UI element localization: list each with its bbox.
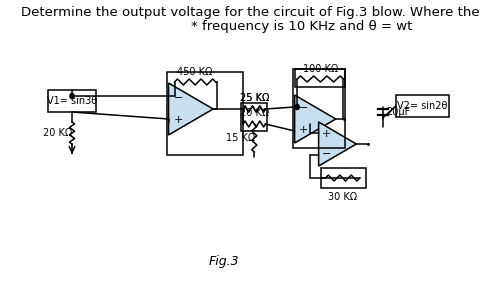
Text: V2= sin2θ: V2= sin2θ: [397, 101, 448, 111]
Text: +: +: [299, 125, 308, 135]
Text: V1= sin3θ: V1= sin3θ: [47, 96, 97, 106]
Bar: [167, 72, 243, 155]
Polygon shape: [168, 83, 213, 135]
Text: 25 KΩ: 25 KΩ: [240, 93, 269, 103]
Bar: [293, 69, 345, 148]
Circle shape: [295, 105, 300, 110]
Bar: [396, 95, 449, 117]
Text: Fig.3: Fig.3: [209, 256, 240, 268]
Text: 20 KΩ: 20 KΩ: [240, 108, 269, 118]
Text: Determine the output voltage for the circuit of Fig.3 blow. Where the: Determine the output voltage for the cir…: [20, 6, 479, 19]
Text: −: −: [174, 93, 183, 103]
Polygon shape: [318, 122, 356, 166]
Text: 15 KΩ: 15 KΩ: [226, 133, 255, 143]
Bar: [242, 103, 267, 131]
Text: 25 KΩ: 25 KΩ: [240, 93, 269, 103]
Polygon shape: [294, 95, 336, 143]
Text: 20μF: 20μF: [386, 107, 410, 117]
Text: 450 KΩ: 450 KΩ: [178, 67, 213, 77]
Bar: [296, 69, 345, 87]
Circle shape: [70, 93, 74, 99]
Text: 100 KΩ: 100 KΩ: [302, 64, 338, 74]
Text: +: +: [174, 115, 183, 126]
Text: +: +: [322, 129, 332, 139]
Text: 30 KΩ: 30 KΩ: [328, 192, 357, 202]
Text: * frequency is 10 KHz and θ = wt: * frequency is 10 KHz and θ = wt: [191, 20, 412, 33]
Text: −: −: [322, 149, 332, 159]
Text: −: −: [299, 103, 308, 113]
Bar: [321, 168, 366, 188]
Text: 20 KΩ: 20 KΩ: [43, 128, 72, 138]
Bar: [48, 90, 96, 112]
